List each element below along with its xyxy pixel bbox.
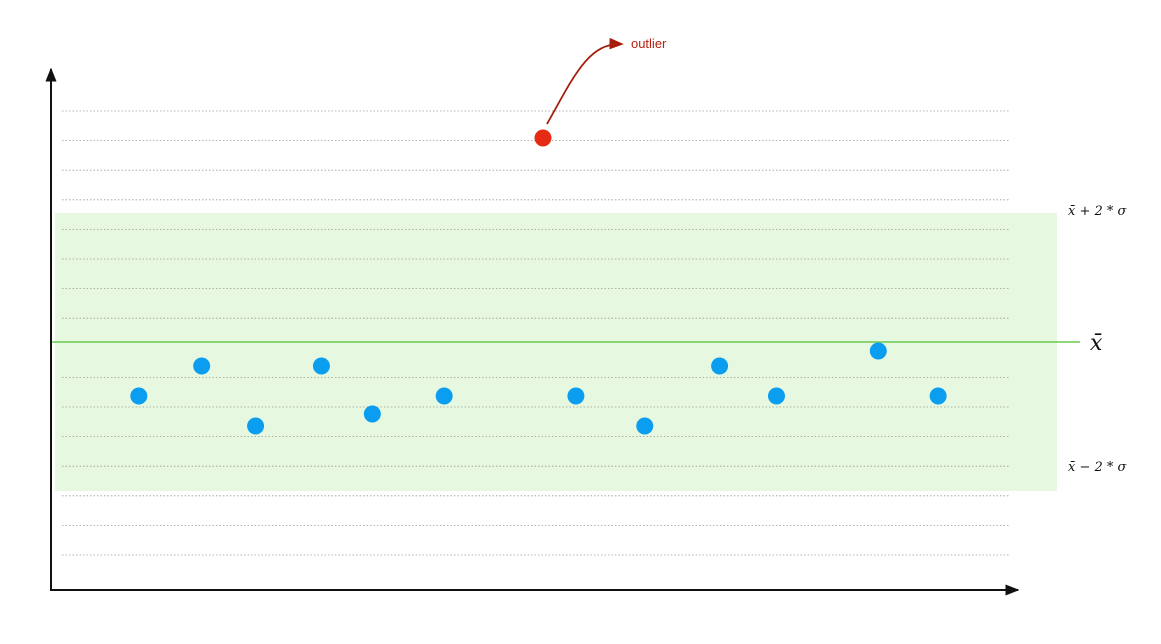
data-point xyxy=(193,357,211,375)
data-point xyxy=(929,387,947,405)
two-sigma-band xyxy=(55,213,1057,491)
data-point xyxy=(767,387,785,405)
data-point xyxy=(435,387,453,405)
data-point xyxy=(567,387,585,405)
data-point xyxy=(869,342,887,360)
upper-limit-label: x̄ + 2 * σ xyxy=(1068,204,1128,219)
mean-label: x̄ xyxy=(1090,331,1103,356)
data-point xyxy=(130,387,148,405)
data-point xyxy=(636,417,654,435)
data-point xyxy=(312,357,330,375)
data-point xyxy=(711,357,729,375)
lower-limit-label: x̄ − 2 * σ xyxy=(1068,460,1128,475)
data-point xyxy=(247,417,265,435)
outlier-point xyxy=(534,129,552,147)
data-points xyxy=(130,129,947,435)
outlier-label: outlier xyxy=(631,36,667,51)
outlier-arrow xyxy=(546,37,624,125)
data-point xyxy=(363,405,381,423)
